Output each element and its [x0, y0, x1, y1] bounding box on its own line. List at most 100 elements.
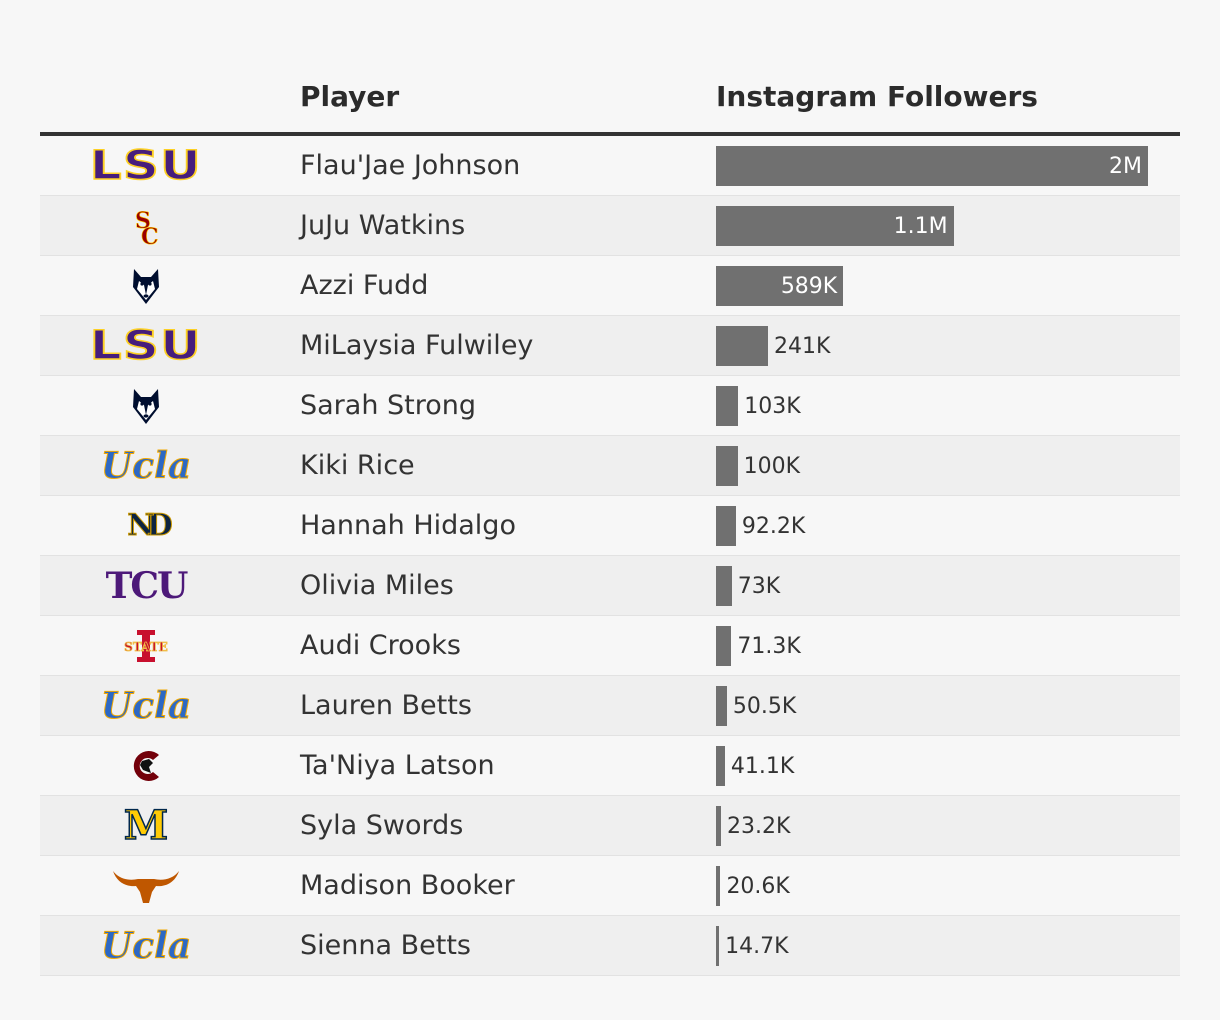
follower-bar — [716, 326, 769, 366]
michigan-logo: M — [123, 801, 169, 850]
bar-cell: 41.1K — [716, 746, 1156, 786]
follower-bar — [716, 566, 732, 606]
svg-text:S: S — [135, 208, 151, 234]
follower-bar — [716, 686, 727, 726]
bar-cell: 14.7K — [716, 926, 1156, 966]
player-name: JuJu Watkins — [300, 210, 466, 241]
follower-bar — [716, 266, 844, 306]
table-body: LSU Flau'Jae Johnson 2M S C JuJu Watkins 1.1M A… — [40, 136, 1180, 976]
player-name: Ta'Niya Latson — [300, 750, 495, 781]
player-name: Olivia Miles — [300, 570, 454, 601]
table-header: Player Instagram Followers — [40, 60, 1180, 136]
table-row: Ucla Kiki Rice 100K — [40, 436, 1180, 496]
follower-bar — [716, 446, 738, 486]
follower-value-label: 71.3K — [737, 634, 801, 659]
player-name: Kiki Rice — [300, 450, 415, 481]
follower-value-label: 100K — [743, 454, 801, 479]
follower-value-label: 1.1M — [893, 214, 948, 239]
bar-cell: 103K — [716, 386, 1156, 426]
team-logo-cell: Ucla — [40, 436, 252, 495]
team-logo-cell: Ucla — [40, 676, 252, 735]
table-row: Azzi Fudd 589K — [40, 256, 1180, 316]
player-name: Syla Swords — [300, 810, 464, 841]
table-row: S C JuJu Watkins 1.1M — [40, 196, 1180, 256]
follower-value-label: 103K — [744, 394, 801, 419]
table-row: Ucla Lauren Betts 50.5K — [40, 676, 1180, 736]
svg-text:STATE: STATE — [124, 640, 168, 654]
follower-value-label: 2M — [1109, 154, 1142, 179]
table-row: LSU MiLaysia Fulwiley 241K — [40, 316, 1180, 376]
team-logo-cell: Ucla — [40, 916, 252, 975]
bar-cell: 100K — [716, 446, 1156, 486]
followers-table: Player Instagram Followers LSU Flau'Jae J… — [40, 60, 1180, 976]
tcu-logo: TCU — [105, 564, 189, 607]
follower-value-label: 92.2K — [741, 514, 806, 539]
south-carolina-logo — [133, 750, 159, 781]
team-logo-cell: STATE — [40, 616, 252, 675]
team-logo-cell: LSU — [40, 136, 252, 195]
lsu-logo: LSU — [89, 322, 203, 370]
follower-value-label: 241K — [774, 334, 831, 359]
header-instagram-followers: Instagram Followers — [716, 80, 1038, 113]
team-logo-cell — [40, 376, 252, 435]
follower-value-label: 589K — [780, 274, 838, 299]
team-logo-cell — [40, 256, 252, 315]
table-row: STATE Audi Crooks 71.3K — [40, 616, 1180, 676]
notre-dame-logo: ND — [127, 508, 174, 544]
follower-value-label: 41.1K — [730, 754, 795, 779]
team-logo-cell: LSU — [40, 316, 252, 375]
ucla-logo: Ucla — [100, 444, 192, 487]
svg-text:C: C — [141, 224, 159, 246]
player-name: Audi Crooks — [300, 630, 461, 661]
follower-bar — [716, 626, 732, 666]
player-name: Sienna Betts — [300, 930, 471, 961]
table-row: Ucla Sienna Betts 14.7K — [40, 916, 1180, 976]
bar-cell: 71.3K — [716, 626, 1156, 666]
header-player: Player — [300, 80, 400, 113]
team-logo-cell — [40, 856, 252, 915]
follower-bar — [716, 206, 954, 246]
follower-bar — [716, 746, 725, 786]
bar-cell: 241K — [716, 326, 1156, 366]
follower-bar — [716, 506, 736, 546]
team-logo-cell — [40, 736, 252, 795]
follower-value-label: 50.5K — [732, 694, 797, 719]
team-logo-cell: M — [40, 796, 252, 855]
ucla-logo: Ucla — [100, 924, 192, 967]
follower-bar — [716, 386, 739, 426]
table-row: M Syla Swords 23.2K — [40, 796, 1180, 856]
follower-value-label: 20.6K — [726, 874, 790, 899]
ucla-logo: Ucla — [100, 684, 192, 727]
team-logo-cell: ND — [40, 496, 252, 555]
player-name: Flau'Jae Johnson — [300, 150, 521, 181]
player-name: Lauren Betts — [300, 690, 472, 721]
bar-cell: 20.6K — [716, 866, 1156, 906]
uconn-husky-logo — [133, 388, 159, 424]
bar-cell: 50.5K — [716, 686, 1156, 726]
iowa-state-logo: STATE — [124, 629, 168, 662]
bar-cell: 73K — [716, 566, 1156, 606]
table-row: Ta'Niya Latson 41.1K — [40, 736, 1180, 796]
table-row: Sarah Strong 103K — [40, 376, 1180, 436]
follower-bar — [716, 926, 720, 966]
table-row: TCU Olivia Miles 73K — [40, 556, 1180, 616]
follower-value-label: 73K — [737, 574, 781, 599]
table-row: ND Hannah Hidalgo 92.2K — [40, 496, 1180, 556]
player-name: MiLaysia Fulwiley — [300, 330, 534, 361]
table-row: Madison Booker 20.6K — [40, 856, 1180, 916]
follower-bar — [716, 146, 1148, 186]
lsu-logo: LSU — [89, 142, 203, 190]
follower-value-label: 23.2K — [727, 814, 791, 839]
follower-bar — [716, 806, 721, 846]
bar-cell: 2M — [716, 146, 1156, 186]
bar-cell: 92.2K — [716, 506, 1156, 546]
player-name: Hannah Hidalgo — [300, 510, 516, 541]
texas-longhorn-logo — [113, 870, 179, 903]
bar-cell: 589K — [716, 266, 1156, 306]
player-name: Madison Booker — [300, 870, 515, 901]
team-logo-cell: TCU — [40, 556, 252, 615]
uconn-husky-logo — [133, 268, 159, 304]
bar-cell: 1.1M — [716, 206, 1156, 246]
bar-cell: 23.2K — [716, 806, 1156, 846]
